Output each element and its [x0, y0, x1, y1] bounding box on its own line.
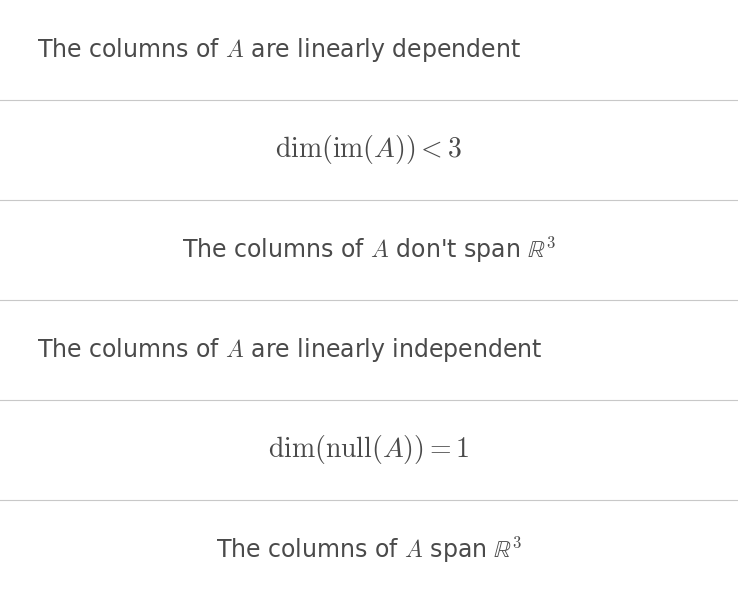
Text: The columns of $\mathit{A}$ span $\mathbb{R}^3$: The columns of $\mathit{A}$ span $\mathb…: [215, 535, 523, 565]
Text: $\mathrm{dim}(\mathrm{im}(A)) < 3$: $\mathrm{dim}(\mathrm{im}(A)) < 3$: [275, 133, 463, 166]
Text: The columns of $\mathit{A}$ are linearly dependent: The columns of $\mathit{A}$ are linearly…: [37, 36, 521, 64]
Text: The columns of $\mathit{A}$ are linearly independent: The columns of $\mathit{A}$ are linearly…: [37, 336, 542, 364]
Text: $\mathrm{dim}(\mathrm{null}(A)) = 1$: $\mathrm{dim}(\mathrm{null}(A)) = 1$: [268, 433, 470, 467]
Text: The columns of $\mathit{A}$ don't span $\mathbb{R}^3$: The columns of $\mathit{A}$ don't span $…: [182, 235, 556, 265]
